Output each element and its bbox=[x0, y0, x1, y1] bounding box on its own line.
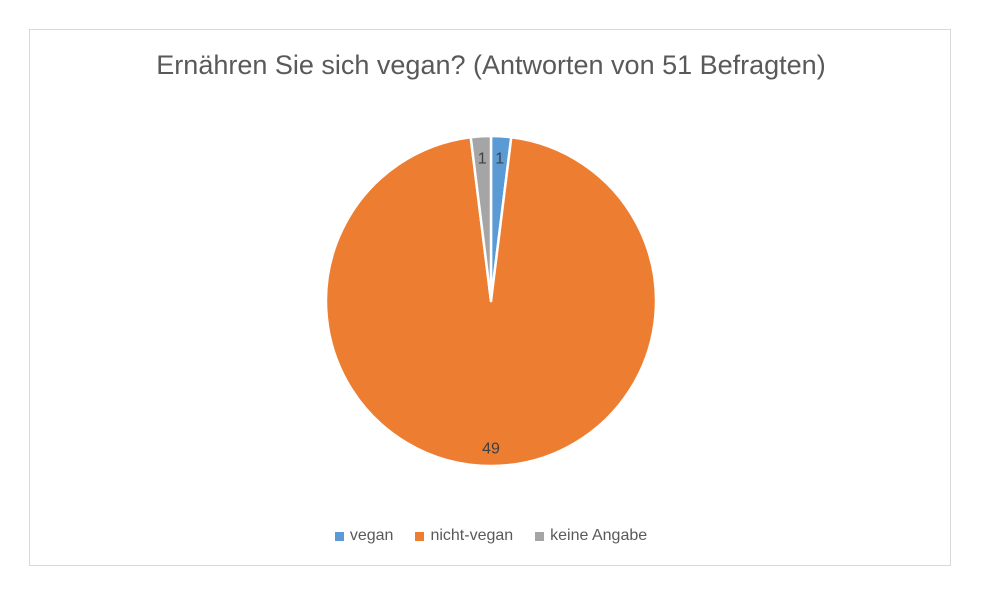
chart-area: Ernähren Sie sich vegan? (Antworten von … bbox=[29, 29, 951, 566]
legend-swatch-nicht-vegan bbox=[415, 531, 425, 541]
legend-item-nicht-vegan: nicht-vegan bbox=[415, 527, 513, 545]
legend-label-nicht-vegan: nicht-vegan bbox=[430, 527, 514, 544]
data-label-vegan: 1 bbox=[495, 151, 504, 168]
pie-slice-keine-angabe bbox=[469, 134, 493, 303]
chart-title: Ernähren Sie sich vegan? (Antworten von … bbox=[156, 50, 826, 80]
legend: vegan nicht-vegan keine Angabe bbox=[30, 527, 952, 545]
data-label-nicht-vegan: 49 bbox=[482, 441, 500, 458]
pie-chart: 1 49 1 bbox=[324, 134, 658, 468]
legend-swatch-keine-angabe bbox=[535, 531, 545, 541]
legend-swatch-vegan bbox=[334, 531, 344, 541]
legend-item-keine-angabe: keine Angabe bbox=[535, 527, 647, 545]
data-label-keine-angabe: 1 bbox=[478, 151, 487, 168]
legend-label-keine-angabe: keine Angabe bbox=[550, 527, 648, 544]
legend-item-vegan: vegan bbox=[334, 527, 394, 545]
legend-label-vegan: vegan bbox=[349, 527, 394, 544]
